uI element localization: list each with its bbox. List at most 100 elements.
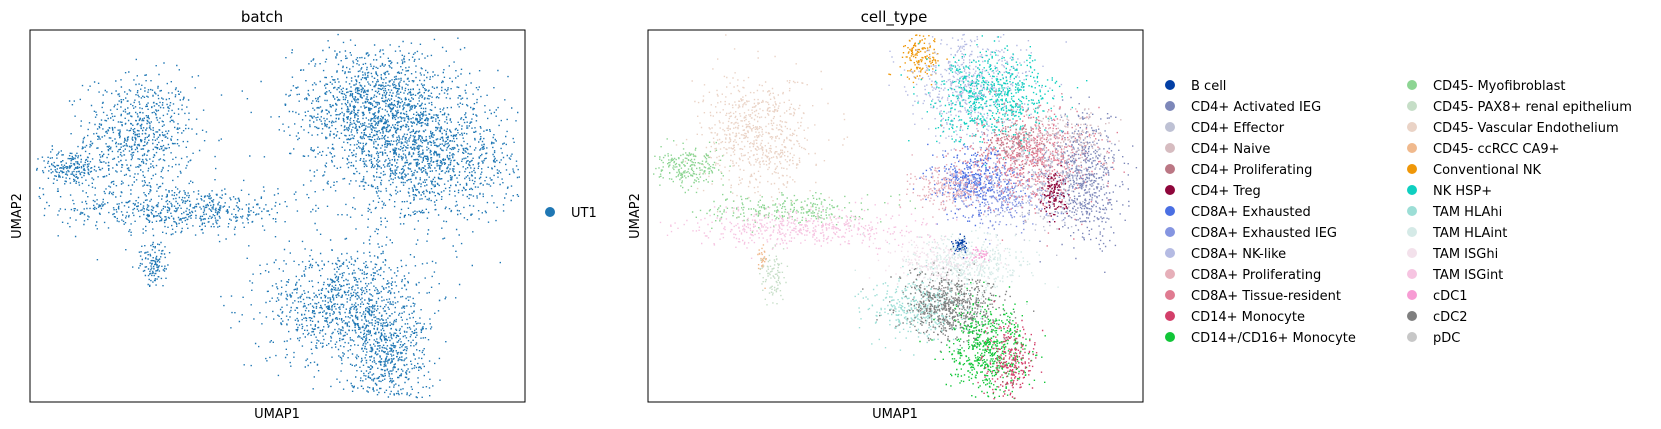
cluster-cd45-vascular-endothelium <box>675 34 849 222</box>
scatter-points <box>132 241 171 287</box>
legend-item-cd45-myofibroblast: CD45- Myofibroblast <box>1407 79 1565 94</box>
legend-marker <box>1165 227 1175 237</box>
legend-item-b-cell: B cell <box>1165 79 1226 94</box>
legend-item-cd4-proliferating: CD4+ Proliferating <box>1165 163 1312 178</box>
scatter-points <box>38 179 371 243</box>
legend-label: TAM HLAint <box>1432 226 1507 241</box>
legend-marker <box>1407 269 1417 279</box>
legend-marker <box>1407 332 1417 342</box>
legend-label: TAM HLAhi <box>1432 205 1502 220</box>
scatter-points <box>998 93 1122 175</box>
legend-item-cdc1: cDC1 <box>1407 289 1468 304</box>
scatter-points <box>951 233 968 259</box>
legend-label: CD8A+ Proliferating <box>1191 268 1321 283</box>
legend-label: TAM ISGint <box>1432 268 1503 283</box>
legend-label: CD14+ Monocyte <box>1191 310 1305 325</box>
legend-item-cd8a-tissue-resident: CD8A+ Tissue-resident <box>1165 289 1341 304</box>
legend-marker <box>1407 248 1417 258</box>
legend-marker <box>1407 185 1417 195</box>
legend-marker <box>1407 290 1417 300</box>
cluster-ut1 <box>132 241 171 287</box>
scatter-points <box>331 291 447 399</box>
batch-points <box>36 33 520 399</box>
legend-item-cd4-treg: CD4+ Treg <box>1165 184 1261 199</box>
scatter-points <box>888 34 948 86</box>
scatter-points <box>1039 164 1070 230</box>
legend-item-cd8a-exhausted-ieg: CD8A+ Exhausted IEG <box>1165 226 1337 241</box>
cluster-tam-isgint <box>659 197 958 259</box>
legend-item-conventional-nk: Conventional NK <box>1407 163 1542 178</box>
scatter-points <box>966 246 990 262</box>
cell-type-ylabel: UMAP2 <box>628 193 643 239</box>
legend-marker <box>1407 122 1417 132</box>
scatter-points <box>854 215 1059 317</box>
batch-legend: UT1 <box>545 206 597 221</box>
cell-type-points <box>653 33 1138 400</box>
scatter-points <box>659 197 958 259</box>
legend-marker <box>1165 185 1175 195</box>
legend-item-tam-hlaint: TAM HLAint <box>1407 226 1507 241</box>
cluster-ut1 <box>331 291 447 399</box>
legend-marker <box>1407 101 1417 111</box>
cluster-cd4-naive <box>998 93 1122 175</box>
cell-type-panel: cell_type UMAP1 UMAP2 B cell CD4+ Activat… <box>628 8 1632 422</box>
legend-label: TAM ISGhi <box>1432 247 1498 262</box>
scatter-points <box>36 135 110 194</box>
legend-item-tam-isghi: TAM ISGhi <box>1407 247 1498 262</box>
legend-marker <box>1165 164 1175 174</box>
cluster-cdc2 <box>862 248 1035 357</box>
cluster-ut1 <box>36 135 110 194</box>
legend-label: CD8A+ NK-like <box>1191 247 1286 262</box>
scatter-points <box>68 58 223 261</box>
scatter-points <box>241 33 506 199</box>
legend-item-cd4-effector: CD4+ Effector <box>1165 121 1285 136</box>
legend-label: CD45- ccRCC CA9+ <box>1433 142 1560 157</box>
legend-label: Conventional NK <box>1433 163 1542 178</box>
legend-item-cd4-activated-ieg: CD4+ Activated IEG <box>1165 100 1321 115</box>
scatter-points <box>977 300 1044 400</box>
cluster-ut1 <box>241 33 506 199</box>
legend-item-cdc2: cDC2 <box>1407 310 1468 325</box>
legend-marker <box>1165 269 1175 279</box>
cluster-cd4-effector <box>973 108 1115 256</box>
legend-item-cd45-ccrcc-ca9: CD45- ccRCC CA9+ <box>1407 142 1560 157</box>
legend-marker <box>1165 80 1175 90</box>
legend-label: CD8A+ Exhausted <box>1191 205 1311 220</box>
legend-label: cDC2 <box>1433 310 1468 325</box>
legend-marker <box>1407 227 1417 237</box>
cluster-tam-hlaint <box>854 215 1059 317</box>
legend-item-cd8a-proliferating: CD8A+ Proliferating <box>1165 268 1321 283</box>
legend-item-cd4-naive: CD4+ Naive <box>1165 142 1270 157</box>
legend-marker <box>545 207 555 217</box>
cluster-b-cell <box>951 233 968 259</box>
legend-item-cd8a-nk-like: CD8A+ NK-like <box>1165 247 1286 262</box>
scatter-points <box>759 244 789 306</box>
legend-label: B cell <box>1191 79 1226 94</box>
cell-type-axes-frame <box>647 29 1144 403</box>
legend-label: CD45- Vascular Endothelium <box>1433 121 1619 136</box>
batch-axes-frame <box>29 29 526 403</box>
batch-panel: batch UMAP1 UMAP2 UT1 <box>10 8 597 422</box>
legend-label: UT1 <box>571 206 597 221</box>
cluster-cd4-proliferating <box>960 118 1048 171</box>
scatter-points <box>691 191 916 233</box>
legend-marker <box>1165 248 1175 258</box>
legend-marker <box>1165 206 1175 216</box>
cluster-cd45-myofibroblast <box>691 191 916 233</box>
legend-marker <box>1165 311 1175 321</box>
batch-title: batch <box>241 8 283 26</box>
legend-item-cd14-monocyte: CD14+ Monocyte <box>1165 310 1305 325</box>
legend-marker <box>1407 143 1417 153</box>
legend-label: CD4+ Naive <box>1191 142 1270 157</box>
legend-item-ut1: UT1 <box>545 206 597 221</box>
scatter-points <box>653 138 731 194</box>
batch-ylabel: UMAP2 <box>10 193 25 239</box>
scatter-points <box>265 70 520 267</box>
scatter-points <box>757 244 767 289</box>
legend-marker <box>1407 164 1417 174</box>
cluster-cd14-cd16-monocyte <box>919 281 1046 400</box>
legend-marker <box>1165 122 1175 132</box>
cluster-cd4-treg <box>1039 164 1070 230</box>
legend-item-tam-hlahi: TAM HLAhi <box>1407 205 1502 220</box>
legend-label: CD4+ Treg <box>1191 184 1261 199</box>
